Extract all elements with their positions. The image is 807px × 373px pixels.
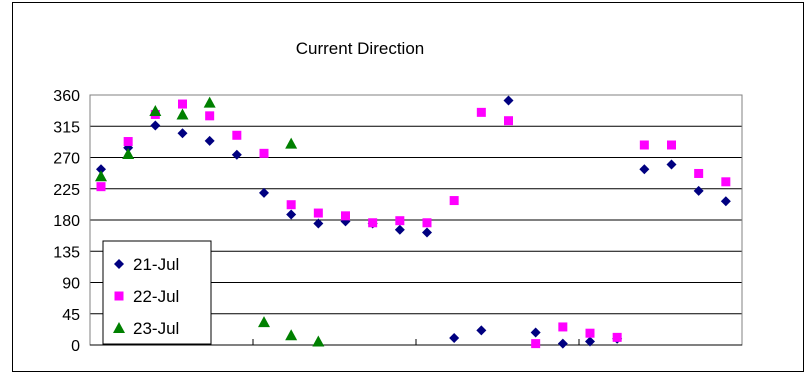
data-point-21-jul bbox=[96, 164, 106, 175]
data-point-23-jul bbox=[258, 316, 270, 328]
y-tick-label: 0 bbox=[71, 338, 80, 355]
legend: 21-Jul 22-Jul 23-Jul bbox=[102, 240, 212, 345]
data-point-21-jul bbox=[422, 227, 432, 238]
data-point-23-jul bbox=[285, 137, 298, 149]
data-point-21-jul bbox=[204, 135, 215, 146]
data-point-22-jul bbox=[178, 99, 187, 109]
data-point-23-jul bbox=[95, 170, 107, 182]
data-point-22-jul bbox=[395, 216, 405, 226]
current-direction-chart: Current Direction 0 45 90 135 180 225 270 315 36… bbox=[53, 39, 743, 355]
legend-marker bbox=[113, 322, 125, 333]
data-point-21-jul bbox=[639, 164, 650, 175]
y-axis-ticks: 0 45 90 135 180 225 270 315 360 bbox=[53, 88, 80, 355]
data-point-22-jul bbox=[504, 116, 513, 126]
data-point-22-jul bbox=[531, 339, 541, 349]
data-point-21-jul bbox=[666, 159, 677, 170]
y-tick-label: 135 bbox=[53, 244, 80, 261]
data-point-21-jul bbox=[313, 218, 324, 229]
legend-label: 21-Jul bbox=[133, 255, 179, 274]
data-point-21-jul bbox=[259, 187, 269, 198]
data-point-23-jul bbox=[203, 96, 216, 108]
data-point-22-jul bbox=[422, 218, 432, 228]
data-point-22-jul bbox=[612, 332, 622, 342]
data-point-22-jul bbox=[721, 177, 731, 187]
data-point-22-jul bbox=[232, 130, 242, 140]
data-point-21-jul bbox=[231, 149, 242, 160]
legend-label: 22-Jul bbox=[133, 287, 179, 306]
data-point-22-jul bbox=[694, 168, 704, 178]
data-point-21-jul bbox=[720, 196, 731, 207]
data-point-21-jul bbox=[693, 185, 704, 196]
data-point-23-jul bbox=[149, 104, 162, 116]
data-point-22-jul bbox=[558, 322, 568, 332]
data-point-22-jul bbox=[639, 140, 649, 150]
data-point-22-jul bbox=[259, 148, 269, 158]
y-tick-label: 180 bbox=[53, 213, 80, 230]
data-point-21-jul bbox=[557, 338, 568, 349]
data-point-22-jul bbox=[123, 137, 133, 147]
y-tick-label: 90 bbox=[62, 276, 80, 293]
data-point-22-jul bbox=[286, 200, 296, 210]
plot-area bbox=[89, 94, 743, 346]
chart-frame: Current Direction 0 45 90 135 180 225 270 315 36… bbox=[12, 2, 804, 372]
data-point-21-jul bbox=[530, 327, 541, 338]
data-point-21-jul bbox=[150, 120, 161, 131]
data-point-21-jul bbox=[177, 128, 188, 139]
data-point-21-jul bbox=[286, 209, 297, 220]
chart-title: Current Direction bbox=[296, 39, 425, 58]
data-point-22-jul bbox=[205, 111, 215, 121]
data-point-23-jul bbox=[312, 335, 325, 347]
legend-label: 23-Jul bbox=[133, 319, 179, 338]
data-point-21-jul bbox=[449, 333, 460, 344]
y-tick-label: 225 bbox=[53, 182, 80, 199]
y-tick-label: 45 bbox=[62, 307, 80, 324]
legend-marker bbox=[114, 259, 124, 269]
data-point-22-jul bbox=[313, 208, 323, 218]
y-tick-label: 360 bbox=[53, 88, 80, 105]
data-points bbox=[95, 95, 731, 349]
data-point-21-jul bbox=[585, 336, 595, 347]
data-point-23-jul bbox=[176, 108, 189, 120]
data-point-22-jul bbox=[96, 182, 106, 192]
data-point-21-jul bbox=[394, 224, 405, 235]
y-tick-label: 270 bbox=[53, 151, 80, 168]
data-point-21-jul bbox=[476, 325, 487, 336]
data-point-21-jul bbox=[503, 95, 514, 106]
data-point-23-jul bbox=[285, 329, 298, 341]
data-point-22-jul bbox=[368, 218, 378, 228]
y-tick-label: 315 bbox=[53, 119, 80, 136]
data-point-22-jul bbox=[476, 107, 486, 117]
data-point-22-jul bbox=[449, 196, 459, 206]
data-point-22-jul bbox=[667, 140, 676, 150]
data-point-22-jul bbox=[341, 211, 350, 221]
data-point-23-jul bbox=[122, 148, 135, 160]
legend-marker bbox=[114, 291, 124, 301]
data-point-22-jul bbox=[585, 328, 595, 338]
